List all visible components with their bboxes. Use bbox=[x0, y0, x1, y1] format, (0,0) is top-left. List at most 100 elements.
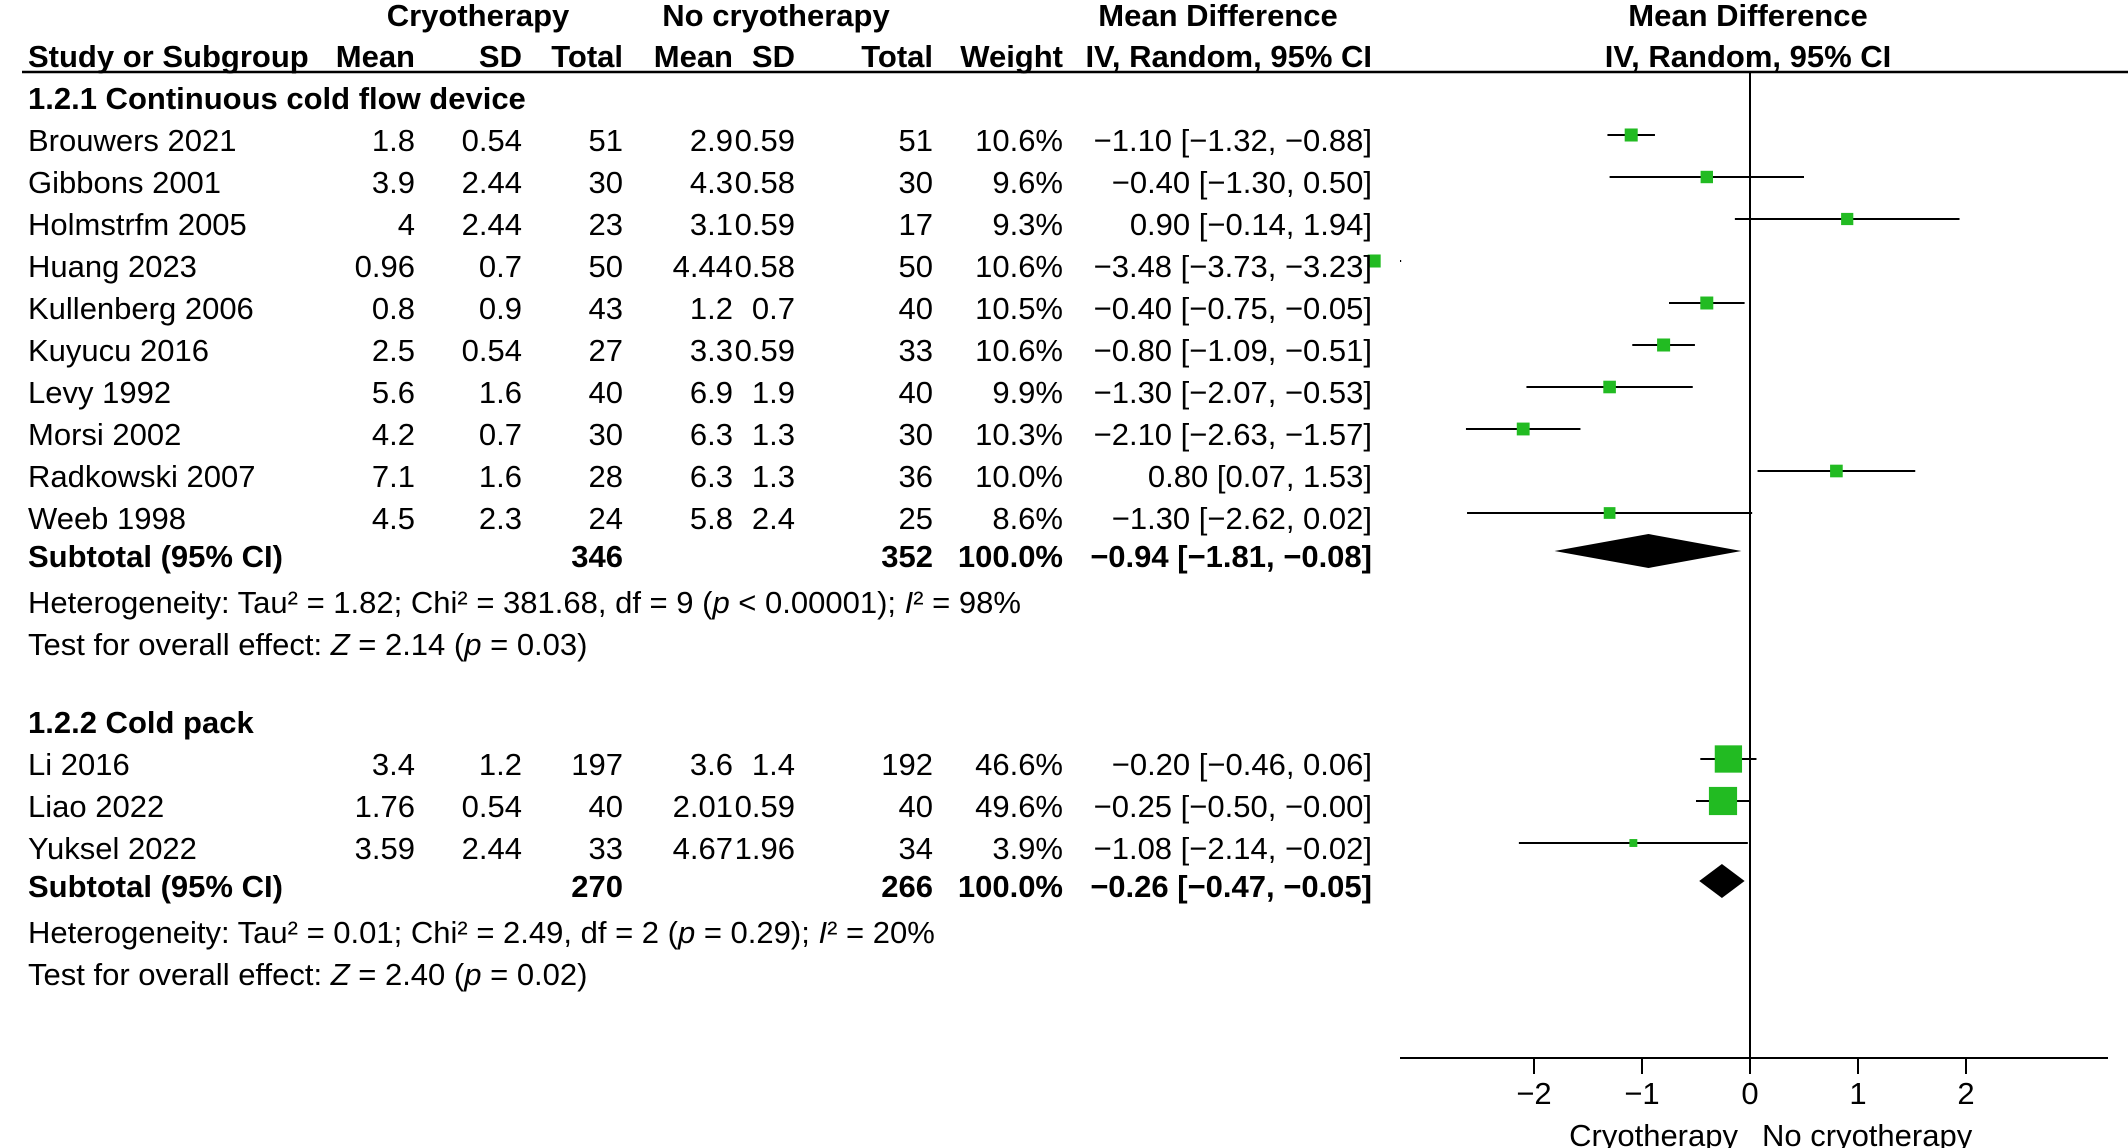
heterogeneity-text: Heterogeneity: Tau² = 0.01; Chi² = 2.49,… bbox=[28, 915, 935, 951]
x-tick-label: 0 bbox=[1741, 1076, 1758, 1111]
column-header-n1: Total bbox=[551, 39, 623, 74]
subtotal-ci: −0.94 [−1.81, −0.08] bbox=[1090, 539, 1372, 574]
italic-symbol: p bbox=[464, 957, 482, 992]
column-header-m1: Mean bbox=[335, 39, 415, 74]
cryo-sd: 0.7 bbox=[478, 417, 522, 452]
plot-header: Mean Difference bbox=[1628, 0, 1868, 33]
overall-effect-text: Test for overall effect: Z = 2.14 (p = 0… bbox=[28, 627, 587, 663]
subgroup-title: 1.2.2 Cold pack bbox=[28, 705, 254, 740]
cryo-total: 23 bbox=[588, 207, 623, 242]
cryo-total: 24 bbox=[588, 501, 623, 536]
subtotal-diamond bbox=[1554, 534, 1742, 568]
control-total: 192 bbox=[881, 747, 933, 782]
control-total: 36 bbox=[898, 459, 933, 494]
study-point-marker bbox=[1700, 170, 1713, 184]
column-header-study: Study or Subgroup bbox=[28, 39, 309, 74]
column-header-ci: IV, Random, 95% CI bbox=[1085, 39, 1372, 74]
study-weight: 10.3% bbox=[975, 417, 1063, 452]
text-segment: = 0.02) bbox=[481, 957, 588, 992]
plot-subheader: IV, Random, 95% CI bbox=[1604, 39, 1892, 74]
text-segment: Test for overall effect: bbox=[28, 957, 331, 992]
cryo-mean: 1.8 bbox=[371, 123, 415, 158]
study-name: Li 2016 bbox=[28, 747, 130, 782]
cryo-total: 197 bbox=[571, 747, 623, 782]
study-name: Kuyucu 2016 bbox=[28, 333, 209, 368]
control-total: 33 bbox=[898, 333, 933, 368]
control-sd: 0.7 bbox=[751, 291, 795, 326]
group2-header: No cryotherapy bbox=[662, 0, 890, 33]
control-total: 30 bbox=[898, 165, 933, 200]
cryo-sd: 1.6 bbox=[478, 459, 522, 494]
subtotal-label: Subtotal (95% CI) bbox=[28, 869, 283, 904]
study-ci: −2.10 [−2.63, −1.57] bbox=[1093, 417, 1372, 452]
text-segment: Heterogeneity: Tau² = 0.01; Chi² = 2.49,… bbox=[28, 915, 678, 950]
italic-symbol: Z bbox=[330, 957, 350, 992]
cryo-mean: 0.8 bbox=[371, 291, 415, 326]
study-name: Morsi 2002 bbox=[28, 417, 182, 452]
cryo-sd: 0.54 bbox=[461, 123, 522, 158]
study-weight: 49.6% bbox=[975, 789, 1063, 824]
control-total: 50 bbox=[898, 249, 933, 284]
study-point-marker bbox=[1841, 212, 1854, 226]
control-mean: 4.67 bbox=[672, 831, 733, 866]
subtotal-control-total: 266 bbox=[881, 869, 933, 904]
study-weight: 10.5% bbox=[975, 291, 1063, 326]
study-point-marker bbox=[1830, 464, 1843, 478]
control-mean: 1.2 bbox=[689, 291, 733, 326]
column-header-n2: Total bbox=[861, 39, 933, 74]
subtotal-cryo-total: 270 bbox=[571, 869, 623, 904]
study-name: Liao 2022 bbox=[28, 789, 165, 824]
control-mean: 2.9 bbox=[689, 123, 733, 158]
italic-symbol: Z bbox=[330, 627, 350, 662]
study-point-marker bbox=[1367, 254, 1381, 268]
control-sd: 1.4 bbox=[751, 747, 795, 782]
cryo-mean: 4 bbox=[397, 207, 415, 242]
study-ci: −0.20 [−0.46, 0.06] bbox=[1111, 747, 1372, 782]
study-name: Radkowski 2007 bbox=[28, 459, 256, 494]
overall-effect-text: Test for overall effect: Z = 2.40 (p = 0… bbox=[28, 957, 587, 993]
italic-symbol: I bbox=[818, 915, 828, 950]
cryo-mean: 3.59 bbox=[354, 831, 415, 866]
column-header-weight: Weight bbox=[960, 39, 1063, 74]
study-ci: 0.90 [−0.14, 1.94] bbox=[1129, 207, 1372, 242]
text-segment: = 0.03) bbox=[481, 627, 588, 662]
cryo-total: 27 bbox=[588, 333, 623, 368]
study-point-marker bbox=[1516, 422, 1530, 436]
study-weight: 10.6% bbox=[975, 123, 1063, 158]
study-name: Holmstrfm 2005 bbox=[28, 207, 247, 242]
control-total: 34 bbox=[898, 831, 933, 866]
control-mean: 3.1 bbox=[689, 207, 733, 242]
control-sd: 0.59 bbox=[734, 333, 795, 368]
text-segment: ² = 20% bbox=[827, 915, 935, 950]
cryo-total: 33 bbox=[588, 831, 623, 866]
column-header-sd2: SD bbox=[751, 39, 795, 74]
cryo-total: 28 bbox=[588, 459, 623, 494]
italic-symbol: I bbox=[904, 585, 914, 620]
study-point-marker bbox=[1624, 128, 1638, 142]
cryo-mean: 4.5 bbox=[371, 501, 415, 536]
study-weight: 10.6% bbox=[975, 249, 1063, 284]
study-name: Weeb 1998 bbox=[28, 501, 186, 536]
text-segment: = 2.40 ( bbox=[349, 957, 465, 992]
study-name: Kullenberg 2006 bbox=[28, 291, 254, 326]
control-sd: 1.3 bbox=[751, 417, 795, 452]
control-total: 40 bbox=[898, 789, 933, 824]
control-mean: 4.44 bbox=[672, 249, 733, 284]
cryo-mean: 1.76 bbox=[354, 789, 415, 824]
control-total: 17 bbox=[898, 207, 933, 242]
column-header-sd1: SD bbox=[478, 39, 522, 74]
study-ci: −1.08 [−2.14, −0.02] bbox=[1093, 831, 1372, 866]
control-sd: 1.96 bbox=[734, 831, 795, 866]
control-mean: 4.3 bbox=[689, 165, 733, 200]
study-weight: 10.6% bbox=[975, 333, 1063, 368]
study-point-marker bbox=[1603, 380, 1616, 394]
study-weight: 3.9% bbox=[992, 831, 1063, 866]
text-segment: < 0.00001); bbox=[729, 585, 905, 620]
ci-column-header: Mean Difference bbox=[1098, 0, 1338, 33]
control-sd: 0.59 bbox=[734, 123, 795, 158]
control-total: 40 bbox=[898, 291, 933, 326]
control-total: 25 bbox=[898, 501, 933, 536]
cryo-sd: 2.44 bbox=[461, 165, 522, 200]
column-header-m2: Mean bbox=[653, 39, 733, 74]
cryo-sd: 2.44 bbox=[461, 207, 522, 242]
